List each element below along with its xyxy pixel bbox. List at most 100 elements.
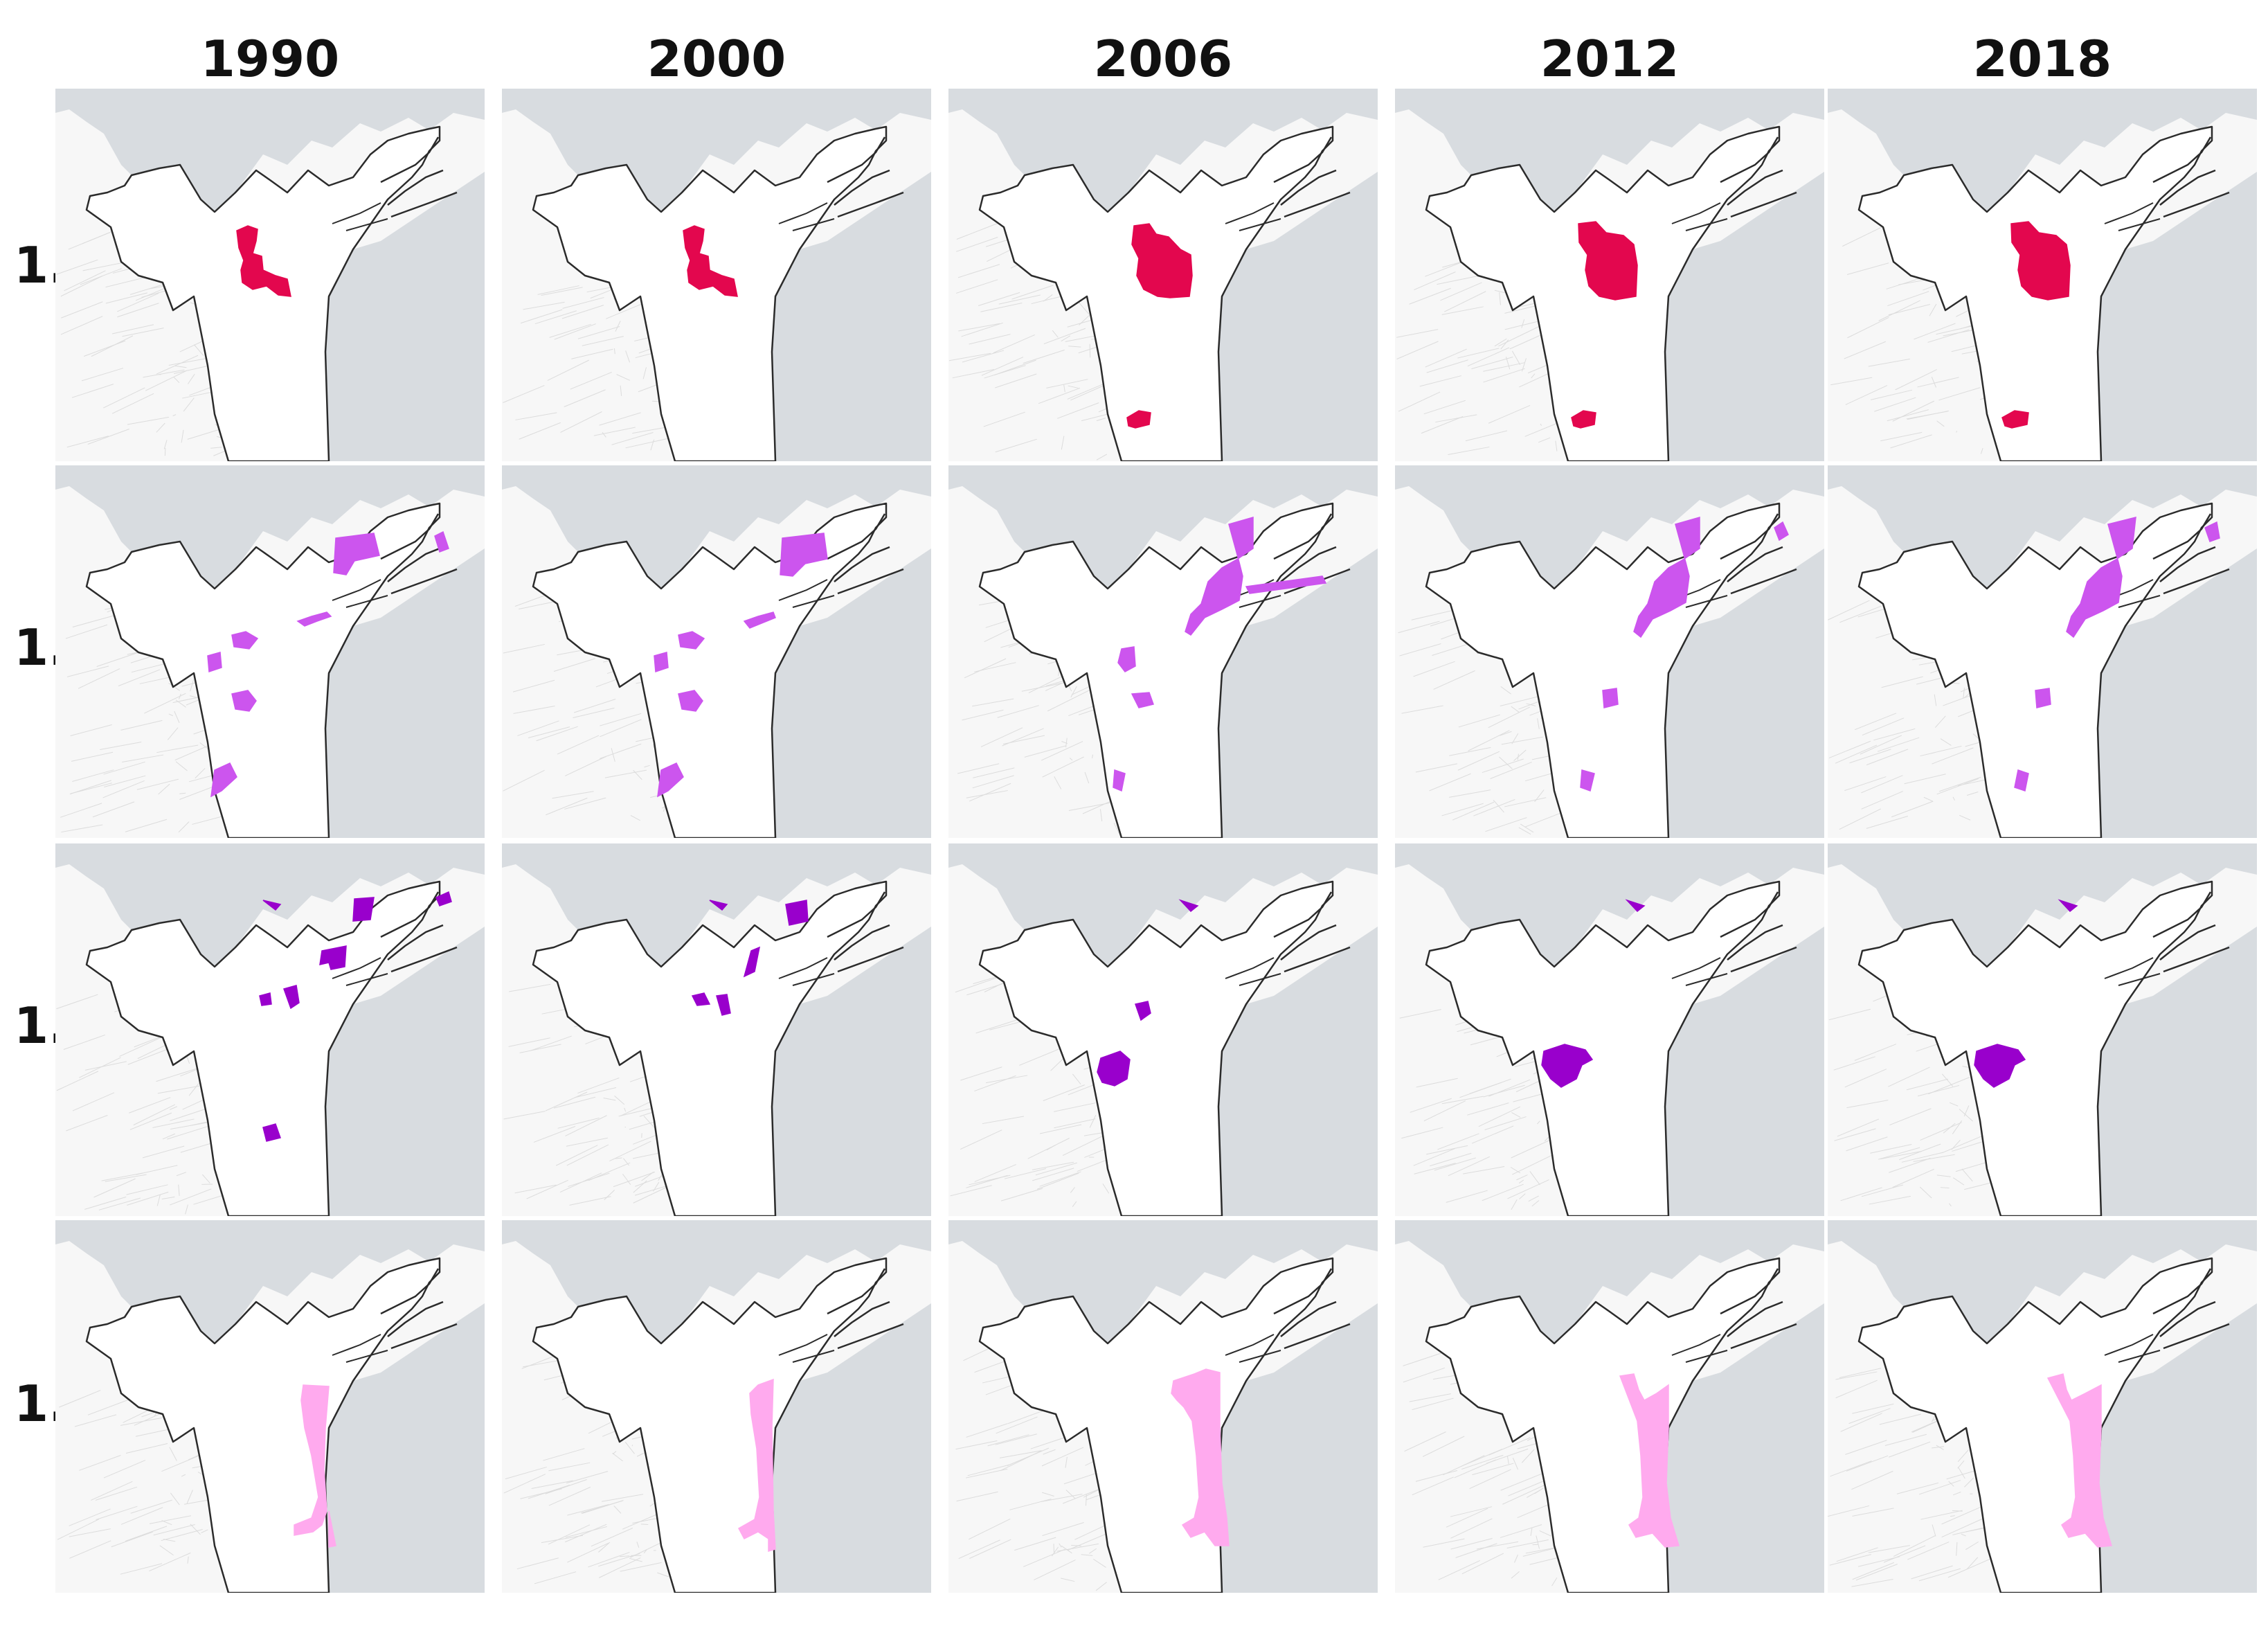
map-panel-1-4-2006 bbox=[948, 1220, 1378, 1593]
sea-water bbox=[325, 172, 485, 461]
lagoon-water bbox=[948, 465, 1378, 589]
land-use-1-2-patch bbox=[2014, 769, 2029, 792]
map-svg bbox=[1828, 843, 2257, 1216]
land-use-1-3-patch bbox=[1178, 899, 1199, 913]
map-svg bbox=[502, 843, 931, 1216]
map-svg bbox=[1828, 89, 2257, 461]
map-panel-1-2-2018 bbox=[1828, 465, 2257, 838]
land-use-1-1-patch bbox=[236, 225, 291, 297]
sea-water bbox=[2098, 927, 2257, 1216]
map-panel-1-3-2000 bbox=[502, 843, 931, 1216]
sea-water bbox=[1665, 172, 1824, 461]
land-use-1-2-patch bbox=[2035, 688, 2051, 708]
map-panel-1-3-2006 bbox=[948, 843, 1378, 1216]
map-svg bbox=[1828, 465, 2257, 838]
land-use-1-1-patch bbox=[1126, 410, 1151, 429]
sea-water bbox=[2098, 172, 2257, 461]
pier-lines bbox=[1671, 1334, 1728, 1363]
harbor-breakwaters bbox=[2152, 1268, 2230, 1350]
sea-water bbox=[325, 1303, 485, 1593]
map-panel-1-2-2000 bbox=[502, 465, 931, 838]
map-svg bbox=[948, 465, 1378, 838]
map-panel-1-3-2012 bbox=[1395, 843, 1824, 1216]
sea-water bbox=[1218, 1303, 1378, 1593]
harbor-breakwaters bbox=[1273, 891, 1351, 973]
municipal-boundary bbox=[1425, 880, 1781, 1216]
map-svg bbox=[1395, 465, 1824, 838]
lagoon-water bbox=[948, 89, 1378, 212]
land-use-1-3-patch bbox=[709, 900, 728, 911]
lagoon-water bbox=[948, 843, 1378, 967]
map-svg bbox=[1395, 89, 1824, 461]
land-use-1-2-patch bbox=[207, 652, 222, 673]
column-header-2006: 2006 bbox=[1093, 30, 1233, 88]
municipal-boundary bbox=[532, 880, 888, 1216]
land-use-1-4-patch bbox=[737, 1378, 776, 1553]
municipal-boundary bbox=[978, 880, 1334, 1216]
land-use-1-2-patch bbox=[1185, 517, 1254, 636]
municipal-boundary bbox=[532, 125, 888, 461]
harbor-breakwaters bbox=[1273, 136, 1351, 218]
lagoon-water bbox=[55, 465, 485, 589]
municipal-boundary bbox=[85, 125, 441, 461]
land-use-1-4-patch bbox=[328, 1510, 336, 1548]
land-use-1-3-patch bbox=[1974, 1044, 2026, 1088]
map-panel-1-1-1990 bbox=[55, 89, 485, 461]
municipal-boundary bbox=[978, 502, 1334, 838]
harbor-breakwaters bbox=[1720, 1268, 1797, 1350]
land-use-1-2-patch bbox=[434, 530, 449, 553]
land-use-1-3-patch bbox=[743, 946, 761, 978]
land-use-1-3-patch bbox=[1541, 1044, 1594, 1088]
map-svg bbox=[502, 1220, 931, 1593]
land-use-1-2-patch bbox=[780, 533, 828, 577]
sea-water bbox=[1665, 927, 1824, 1216]
municipal-boundary bbox=[1857, 502, 2213, 838]
land-use-1-3-patch bbox=[691, 992, 711, 1006]
land-use-1-2-patch bbox=[1131, 692, 1154, 708]
sea-water bbox=[1218, 172, 1378, 461]
lagoon-water bbox=[1828, 843, 2257, 967]
map-panel-1-4-2000 bbox=[502, 1220, 931, 1593]
lagoon-water bbox=[948, 1220, 1378, 1343]
map-svg bbox=[1395, 843, 1824, 1216]
map-panel-1-3-2018 bbox=[1828, 843, 2257, 1216]
column-header-2018: 2018 bbox=[1972, 30, 2112, 88]
land-use-1-1-patch bbox=[683, 225, 738, 297]
land-use-1-1-patch bbox=[1578, 221, 1638, 301]
municipal-boundary bbox=[1857, 880, 2213, 1216]
land-use-1-2-patch bbox=[1633, 517, 1700, 638]
land-use-1-2-patch bbox=[231, 631, 259, 650]
land-use-1-1-patch bbox=[2010, 221, 2071, 301]
land-use-1-4-patch bbox=[1619, 1373, 1680, 1548]
land-use-1-2-patch bbox=[210, 762, 237, 798]
sea-water bbox=[772, 927, 931, 1216]
lagoon-water bbox=[55, 89, 485, 212]
sea-water bbox=[772, 172, 931, 461]
municipal-boundary bbox=[1425, 502, 1781, 838]
lagoon-water bbox=[1828, 89, 2257, 212]
sea-water bbox=[772, 548, 931, 838]
lagoon-water bbox=[55, 1220, 485, 1343]
land-use-1-3-patch bbox=[283, 985, 300, 1010]
pier-lines bbox=[778, 1334, 835, 1363]
lagoon-water bbox=[1828, 465, 2257, 589]
municipal-boundary bbox=[532, 502, 888, 838]
land-use-1-3-patch bbox=[1625, 899, 1646, 913]
harbor-breakwaters bbox=[827, 1268, 904, 1350]
land-use-1-2-patch bbox=[2066, 517, 2136, 638]
land-use-1-3-patch bbox=[1135, 1001, 1151, 1021]
land-use-1-3-patch bbox=[262, 900, 282, 911]
sea-water bbox=[1665, 548, 1824, 838]
map-panel-1-4-2018 bbox=[1828, 1220, 2257, 1593]
harbor-breakwaters bbox=[2152, 891, 2230, 973]
land-use-1-2-patch bbox=[296, 611, 332, 627]
land-use-1-4-patch bbox=[1171, 1368, 1230, 1546]
pier-lines bbox=[332, 957, 388, 986]
map-svg bbox=[1828, 1220, 2257, 1593]
pier-lines bbox=[1225, 202, 1281, 231]
municipal-boundary bbox=[532, 1257, 888, 1593]
lagoon-water bbox=[1395, 843, 1824, 967]
pier-lines bbox=[2104, 957, 2161, 986]
sea-water bbox=[772, 1303, 931, 1593]
